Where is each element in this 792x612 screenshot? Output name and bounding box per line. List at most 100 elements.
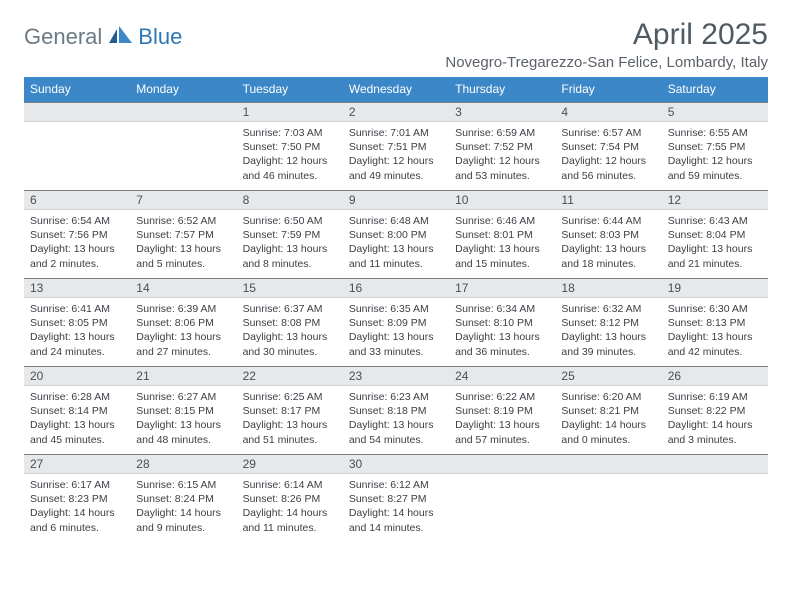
sunrise-text: Sunrise: 6:52 AM bbox=[136, 214, 230, 228]
day-body: Sunrise: 6:30 AMSunset: 8:13 PMDaylight:… bbox=[662, 298, 768, 365]
day-number-bar: 1 bbox=[237, 102, 343, 122]
day-number-bar: 12 bbox=[662, 190, 768, 210]
sunset-text: Sunset: 7:59 PM bbox=[243, 228, 337, 242]
sunrise-text: Sunrise: 6:57 AM bbox=[561, 126, 655, 140]
day-number-bar: 15 bbox=[237, 278, 343, 298]
sunset-text: Sunset: 8:24 PM bbox=[136, 492, 230, 506]
sunset-text: Sunset: 8:04 PM bbox=[668, 228, 762, 242]
sunrise-text: Sunrise: 6:20 AM bbox=[561, 390, 655, 404]
sunrise-text: Sunrise: 6:22 AM bbox=[455, 390, 549, 404]
sunrise-text: Sunrise: 6:55 AM bbox=[668, 126, 762, 140]
calendar-day-cell: 21Sunrise: 6:27 AMSunset: 8:15 PMDayligh… bbox=[130, 366, 236, 454]
day-body: Sunrise: 6:34 AMSunset: 8:10 PMDaylight:… bbox=[449, 298, 555, 365]
daylight-text: Daylight: 13 hours and 39 minutes. bbox=[561, 330, 655, 358]
sunset-text: Sunset: 8:12 PM bbox=[561, 316, 655, 330]
day-body: Sunrise: 6:19 AMSunset: 8:22 PMDaylight:… bbox=[662, 386, 768, 453]
sunset-text: Sunset: 8:21 PM bbox=[561, 404, 655, 418]
sunrise-text: Sunrise: 6:23 AM bbox=[349, 390, 443, 404]
calendar-day-cell: 8Sunrise: 6:50 AMSunset: 7:59 PMDaylight… bbox=[237, 190, 343, 278]
calendar-week-row: 6Sunrise: 6:54 AMSunset: 7:56 PMDaylight… bbox=[24, 190, 768, 278]
daylight-text: Daylight: 13 hours and 51 minutes. bbox=[243, 418, 337, 446]
daylight-text: Daylight: 14 hours and 9 minutes. bbox=[136, 506, 230, 534]
daylight-text: Daylight: 13 hours and 48 minutes. bbox=[136, 418, 230, 446]
sunset-text: Sunset: 7:51 PM bbox=[349, 140, 443, 154]
day-body: Sunrise: 6:14 AMSunset: 8:26 PMDaylight:… bbox=[237, 474, 343, 541]
calendar-day-cell: 7Sunrise: 6:52 AMSunset: 7:57 PMDaylight… bbox=[130, 190, 236, 278]
day-body: Sunrise: 6:39 AMSunset: 8:06 PMDaylight:… bbox=[130, 298, 236, 365]
daylight-text: Daylight: 13 hours and 27 minutes. bbox=[136, 330, 230, 358]
weekday-header: Friday bbox=[555, 77, 661, 102]
calendar-day-cell: 9Sunrise: 6:48 AMSunset: 8:00 PMDaylight… bbox=[343, 190, 449, 278]
day-body: Sunrise: 6:12 AMSunset: 8:27 PMDaylight:… bbox=[343, 474, 449, 541]
day-number-bar: 3 bbox=[449, 102, 555, 122]
sunrise-text: Sunrise: 6:48 AM bbox=[349, 214, 443, 228]
day-body: Sunrise: 6:23 AMSunset: 8:18 PMDaylight:… bbox=[343, 386, 449, 453]
day-number-bar: 11 bbox=[555, 190, 661, 210]
sunset-text: Sunset: 8:23 PM bbox=[30, 492, 124, 506]
sunrise-text: Sunrise: 6:25 AM bbox=[243, 390, 337, 404]
sunset-text: Sunset: 8:00 PM bbox=[349, 228, 443, 242]
daylight-text: Daylight: 13 hours and 54 minutes. bbox=[349, 418, 443, 446]
logo: General Blue bbox=[24, 24, 182, 50]
day-body: Sunrise: 6:54 AMSunset: 7:56 PMDaylight:… bbox=[24, 210, 130, 277]
location-subtitle: Novegro-Tregarezzo-San Felice, Lombardy,… bbox=[445, 54, 768, 71]
calendar-empty-cell bbox=[449, 454, 555, 542]
calendar-day-cell: 2Sunrise: 7:01 AMSunset: 7:51 PMDaylight… bbox=[343, 102, 449, 190]
sunrise-text: Sunrise: 6:30 AM bbox=[668, 302, 762, 316]
sunrise-text: Sunrise: 7:03 AM bbox=[243, 126, 337, 140]
daylight-text: Daylight: 13 hours and 36 minutes. bbox=[455, 330, 549, 358]
sunset-text: Sunset: 8:19 PM bbox=[455, 404, 549, 418]
day-body: Sunrise: 6:22 AMSunset: 8:19 PMDaylight:… bbox=[449, 386, 555, 453]
day-body: Sunrise: 6:55 AMSunset: 7:55 PMDaylight:… bbox=[662, 122, 768, 189]
calendar-week-row: 1Sunrise: 7:03 AMSunset: 7:50 PMDaylight… bbox=[24, 102, 768, 190]
weekday-header: Thursday bbox=[449, 77, 555, 102]
calendar-day-cell: 25Sunrise: 6:20 AMSunset: 8:21 PMDayligh… bbox=[555, 366, 661, 454]
calendar-day-cell: 13Sunrise: 6:41 AMSunset: 8:05 PMDayligh… bbox=[24, 278, 130, 366]
day-body: Sunrise: 6:25 AMSunset: 8:17 PMDaylight:… bbox=[237, 386, 343, 453]
page-header: General Blue April 2025 Novegro-Tregarez… bbox=[24, 18, 768, 71]
day-number-bar bbox=[555, 454, 661, 474]
weekday-header: Monday bbox=[130, 77, 236, 102]
daylight-text: Daylight: 13 hours and 42 minutes. bbox=[668, 330, 762, 358]
daylight-text: Daylight: 12 hours and 46 minutes. bbox=[243, 154, 337, 182]
day-body: Sunrise: 6:15 AMSunset: 8:24 PMDaylight:… bbox=[130, 474, 236, 541]
day-body: Sunrise: 6:27 AMSunset: 8:15 PMDaylight:… bbox=[130, 386, 236, 453]
calendar-day-cell: 29Sunrise: 6:14 AMSunset: 8:26 PMDayligh… bbox=[237, 454, 343, 542]
daylight-text: Daylight: 12 hours and 56 minutes. bbox=[561, 154, 655, 182]
day-number-bar: 30 bbox=[343, 454, 449, 474]
day-body: Sunrise: 6:48 AMSunset: 8:00 PMDaylight:… bbox=[343, 210, 449, 277]
calendar-day-cell: 1Sunrise: 7:03 AMSunset: 7:50 PMDaylight… bbox=[237, 102, 343, 190]
sunset-text: Sunset: 8:09 PM bbox=[349, 316, 443, 330]
logo-text-general: General bbox=[24, 24, 102, 50]
day-number-bar: 8 bbox=[237, 190, 343, 210]
sunrise-text: Sunrise: 7:01 AM bbox=[349, 126, 443, 140]
day-body: Sunrise: 6:52 AMSunset: 7:57 PMDaylight:… bbox=[130, 210, 236, 277]
weekday-header: Tuesday bbox=[237, 77, 343, 102]
calendar-day-cell: 18Sunrise: 6:32 AMSunset: 8:12 PMDayligh… bbox=[555, 278, 661, 366]
calendar-day-cell: 19Sunrise: 6:30 AMSunset: 8:13 PMDayligh… bbox=[662, 278, 768, 366]
day-number-bar: 6 bbox=[24, 190, 130, 210]
day-number-bar: 25 bbox=[555, 366, 661, 386]
sunrise-text: Sunrise: 6:17 AM bbox=[30, 478, 124, 492]
calendar-body: 1Sunrise: 7:03 AMSunset: 7:50 PMDaylight… bbox=[24, 102, 768, 542]
sunset-text: Sunset: 7:52 PM bbox=[455, 140, 549, 154]
day-number-bar: 16 bbox=[343, 278, 449, 298]
day-number-bar: 22 bbox=[237, 366, 343, 386]
sunrise-text: Sunrise: 6:37 AM bbox=[243, 302, 337, 316]
sunrise-text: Sunrise: 6:46 AM bbox=[455, 214, 549, 228]
day-body: Sunrise: 6:50 AMSunset: 7:59 PMDaylight:… bbox=[237, 210, 343, 277]
day-number-bar bbox=[130, 102, 236, 122]
daylight-text: Daylight: 12 hours and 59 minutes. bbox=[668, 154, 762, 182]
daylight-text: Daylight: 13 hours and 57 minutes. bbox=[455, 418, 549, 446]
daylight-text: Daylight: 13 hours and 11 minutes. bbox=[349, 242, 443, 270]
day-number-bar: 17 bbox=[449, 278, 555, 298]
logo-text-blue: Blue bbox=[138, 24, 182, 50]
sunset-text: Sunset: 8:17 PM bbox=[243, 404, 337, 418]
calendar-week-row: 13Sunrise: 6:41 AMSunset: 8:05 PMDayligh… bbox=[24, 278, 768, 366]
day-number-bar: 18 bbox=[555, 278, 661, 298]
sunrise-text: Sunrise: 6:27 AM bbox=[136, 390, 230, 404]
daylight-text: Daylight: 13 hours and 18 minutes. bbox=[561, 242, 655, 270]
calendar-day-cell: 10Sunrise: 6:46 AMSunset: 8:01 PMDayligh… bbox=[449, 190, 555, 278]
sunrise-text: Sunrise: 6:54 AM bbox=[30, 214, 124, 228]
day-number-bar: 13 bbox=[24, 278, 130, 298]
